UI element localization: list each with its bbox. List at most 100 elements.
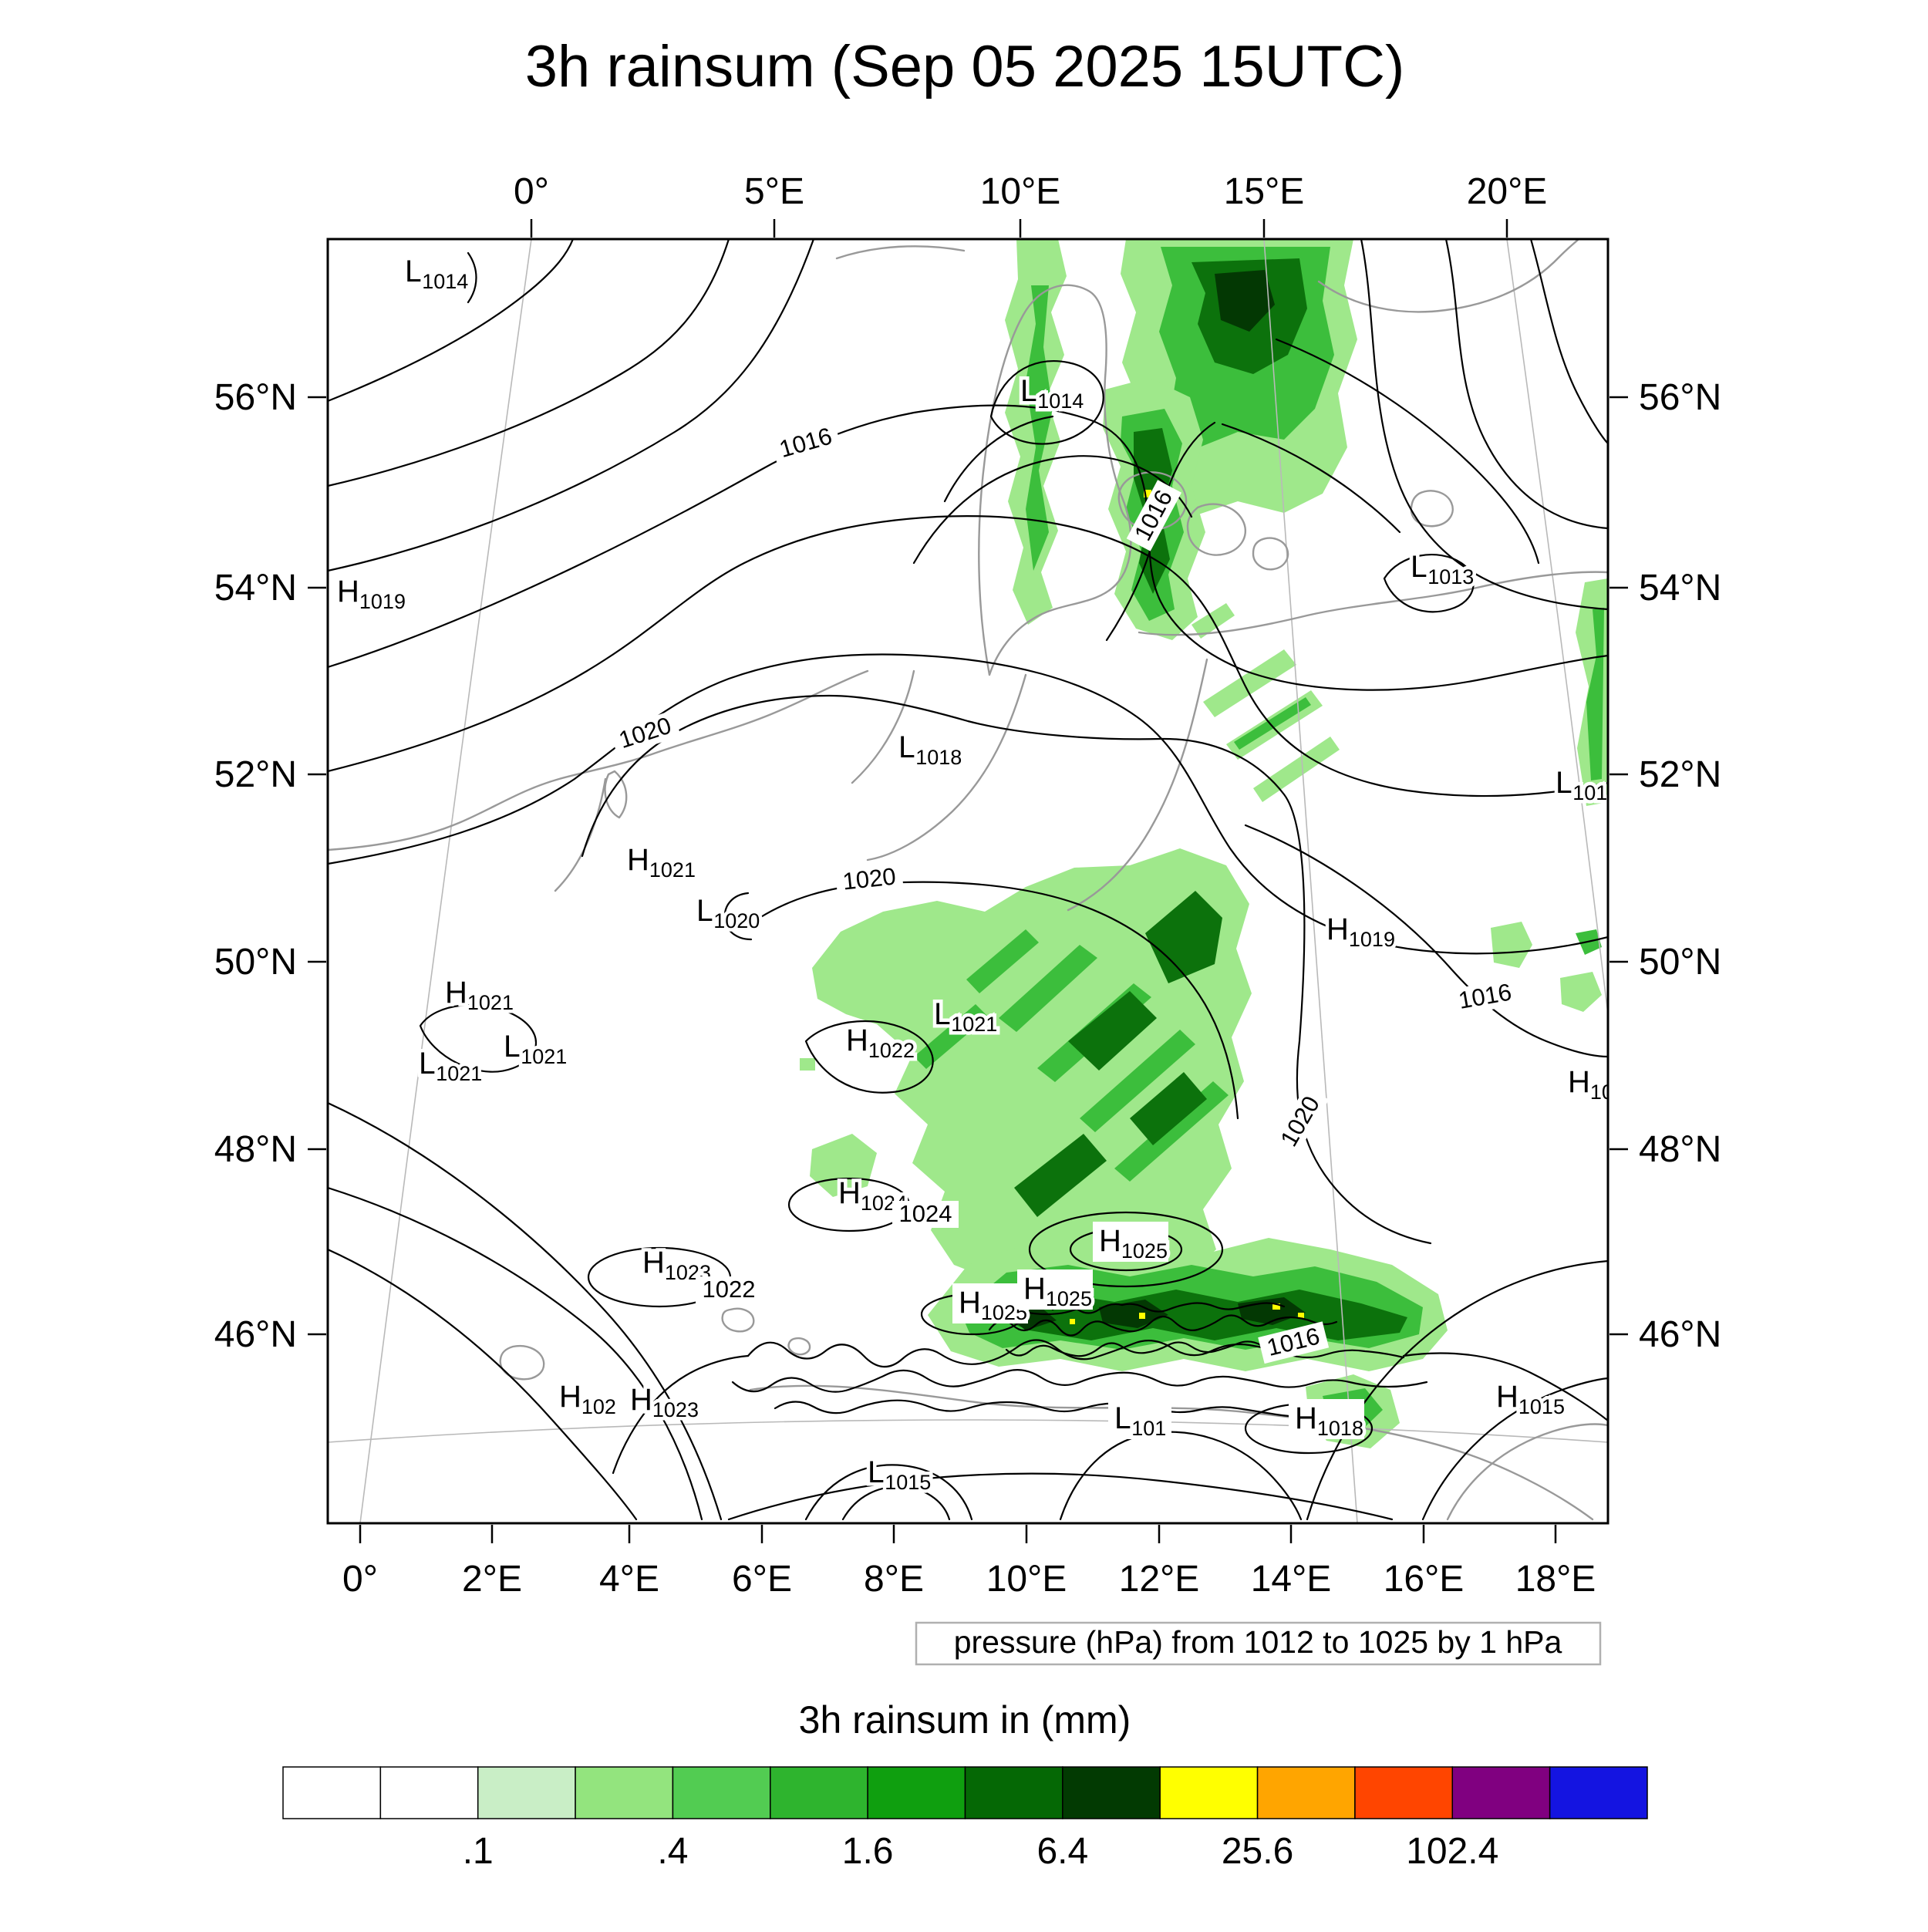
rain-patch (1145, 891, 1222, 983)
coastline-path (978, 284, 1132, 676)
isobar-contour (328, 1248, 638, 1521)
svg-text:H102: H102 (559, 1380, 616, 1418)
pressure-marker: H1025 (1017, 1269, 1095, 1314)
colorbar-tick-label: .1 (463, 1831, 494, 1872)
pressure-marker: L1014 (402, 251, 472, 297)
colorbar-segment (282, 1766, 382, 1819)
pressure-marker: H10 (1565, 1062, 1613, 1108)
axis-label-right: 46°N (1639, 1314, 1721, 1355)
isobar-contour (1028, 1211, 1224, 1288)
svg-text:L1013: L1013 (1411, 550, 1474, 588)
svg-text:H1022: H1022 (846, 1023, 915, 1062)
svg-text:H1025: H1025 (1023, 1272, 1092, 1310)
isobar-contour (1005, 1340, 1309, 1357)
coastline-path (1446, 1423, 1608, 1521)
rain-patch (1130, 1072, 1207, 1145)
svg-text:H1023: H1023 (630, 1383, 699, 1421)
contour-label: 1022 (696, 1276, 762, 1303)
isobar-contour (727, 1472, 1394, 1521)
pressure-marker: H1023 (627, 1380, 703, 1425)
isobar-contour (943, 415, 1054, 503)
coastline-path (1410, 490, 1454, 528)
coastline-path (866, 673, 1027, 861)
pressure-marker: L1021 (416, 1044, 486, 1089)
isobar-contour (328, 653, 1608, 955)
axis-label-top: 10°E (980, 171, 1061, 212)
axis-label-bottom: 2°E (462, 1559, 522, 1600)
colorbar-tick-label: 6.4 (1036, 1831, 1088, 1872)
pressure-marker: H1021 (624, 840, 699, 885)
axis-label-right: 52°N (1639, 754, 1721, 795)
axis-label-right: 56°N (1639, 377, 1721, 418)
caption-box: pressure (hPa) from 1012 to 1025 by 1 hP… (915, 1621, 1602, 1666)
rain-patch (1272, 1303, 1280, 1310)
graticule-line (328, 1419, 1608, 1443)
rain-patch (1234, 697, 1311, 750)
coastline-path (851, 669, 915, 784)
colorbar-tick-label: .4 (657, 1831, 688, 1872)
colorbar-segment (1159, 1766, 1259, 1819)
axis-label-left: 50°N (214, 942, 297, 983)
pressure-marker: H1019 (334, 572, 410, 617)
coastline-path (1252, 537, 1289, 571)
isobar-contour (419, 1003, 538, 1073)
coastline-path (835, 245, 966, 260)
colorbar-tick-label: 1.6 (842, 1831, 894, 1872)
isobar-contour (1059, 1431, 1303, 1521)
svg-text:L101: L101 (1114, 1401, 1166, 1440)
svg-text:H10: H10 (1568, 1065, 1613, 1104)
pressure-marker: H1019 (1323, 909, 1399, 955)
rain-patch (1560, 972, 1602, 1012)
isobar-contour (804, 1464, 973, 1521)
rain-patch (1253, 737, 1340, 802)
contour-label: 1020 (834, 863, 904, 897)
svg-text:1020: 1020 (841, 863, 897, 895)
isobar-contour (989, 360, 1104, 445)
svg-text:H1018: H1018 (1295, 1401, 1363, 1440)
colorbar-segment (964, 1766, 1063, 1819)
rainfall-layer (800, 239, 1608, 1448)
svg-text:H1021: H1021 (627, 843, 696, 882)
pressure-marker: L101 (1552, 763, 1609, 808)
pressure-marker: L1021 (501, 1027, 571, 1072)
axis-label-bottom: 18°E (1515, 1559, 1596, 1600)
colorbar-segment (1256, 1766, 1356, 1819)
colorbar-segment (1549, 1766, 1648, 1819)
pressure-marker: L1013 (1407, 547, 1478, 592)
isobar-contour (1221, 423, 1401, 534)
rain-patch (1491, 922, 1532, 968)
pressure-marker: L1015 (865, 1452, 935, 1498)
pressure-marker: H1025 (952, 1283, 1030, 1328)
isobar-contour (1051, 1302, 1286, 1314)
svg-text:H1019: H1019 (1326, 912, 1395, 951)
svg-text:L1014: L1014 (405, 255, 468, 293)
rain-patch (812, 848, 1252, 1282)
isobar-contour (731, 1369, 1428, 1393)
isobar-contour (328, 239, 815, 572)
rain-patch (1080, 1030, 1195, 1132)
coastline-path (328, 669, 869, 851)
svg-text:L1021: L1021 (504, 1030, 567, 1068)
axis-label-top: 0° (514, 171, 549, 212)
isobar-contour (328, 1101, 723, 1521)
rain-patch (1099, 1300, 1168, 1328)
axis-label-left: 56°N (214, 377, 297, 418)
isobar-contour (1244, 824, 1608, 1058)
coastline-path (749, 1384, 1594, 1521)
isobar-contour (804, 1020, 934, 1094)
axis-label-left: 52°N (214, 754, 297, 795)
colorbar-segment (575, 1766, 674, 1819)
svg-text:L1018: L1018 (898, 730, 962, 769)
svg-text:H1019: H1019 (337, 575, 406, 613)
pressure-marker: H1022 (843, 1020, 918, 1066)
coastline-path (721, 1307, 755, 1333)
isobar-contour (328, 1186, 703, 1521)
isobar-contour (1275, 338, 1540, 565)
pressure-marker: H1021 (442, 973, 517, 1018)
coastline-path (1186, 503, 1246, 556)
isobar-contour (328, 514, 1608, 797)
rain-patch (1139, 1313, 1145, 1319)
